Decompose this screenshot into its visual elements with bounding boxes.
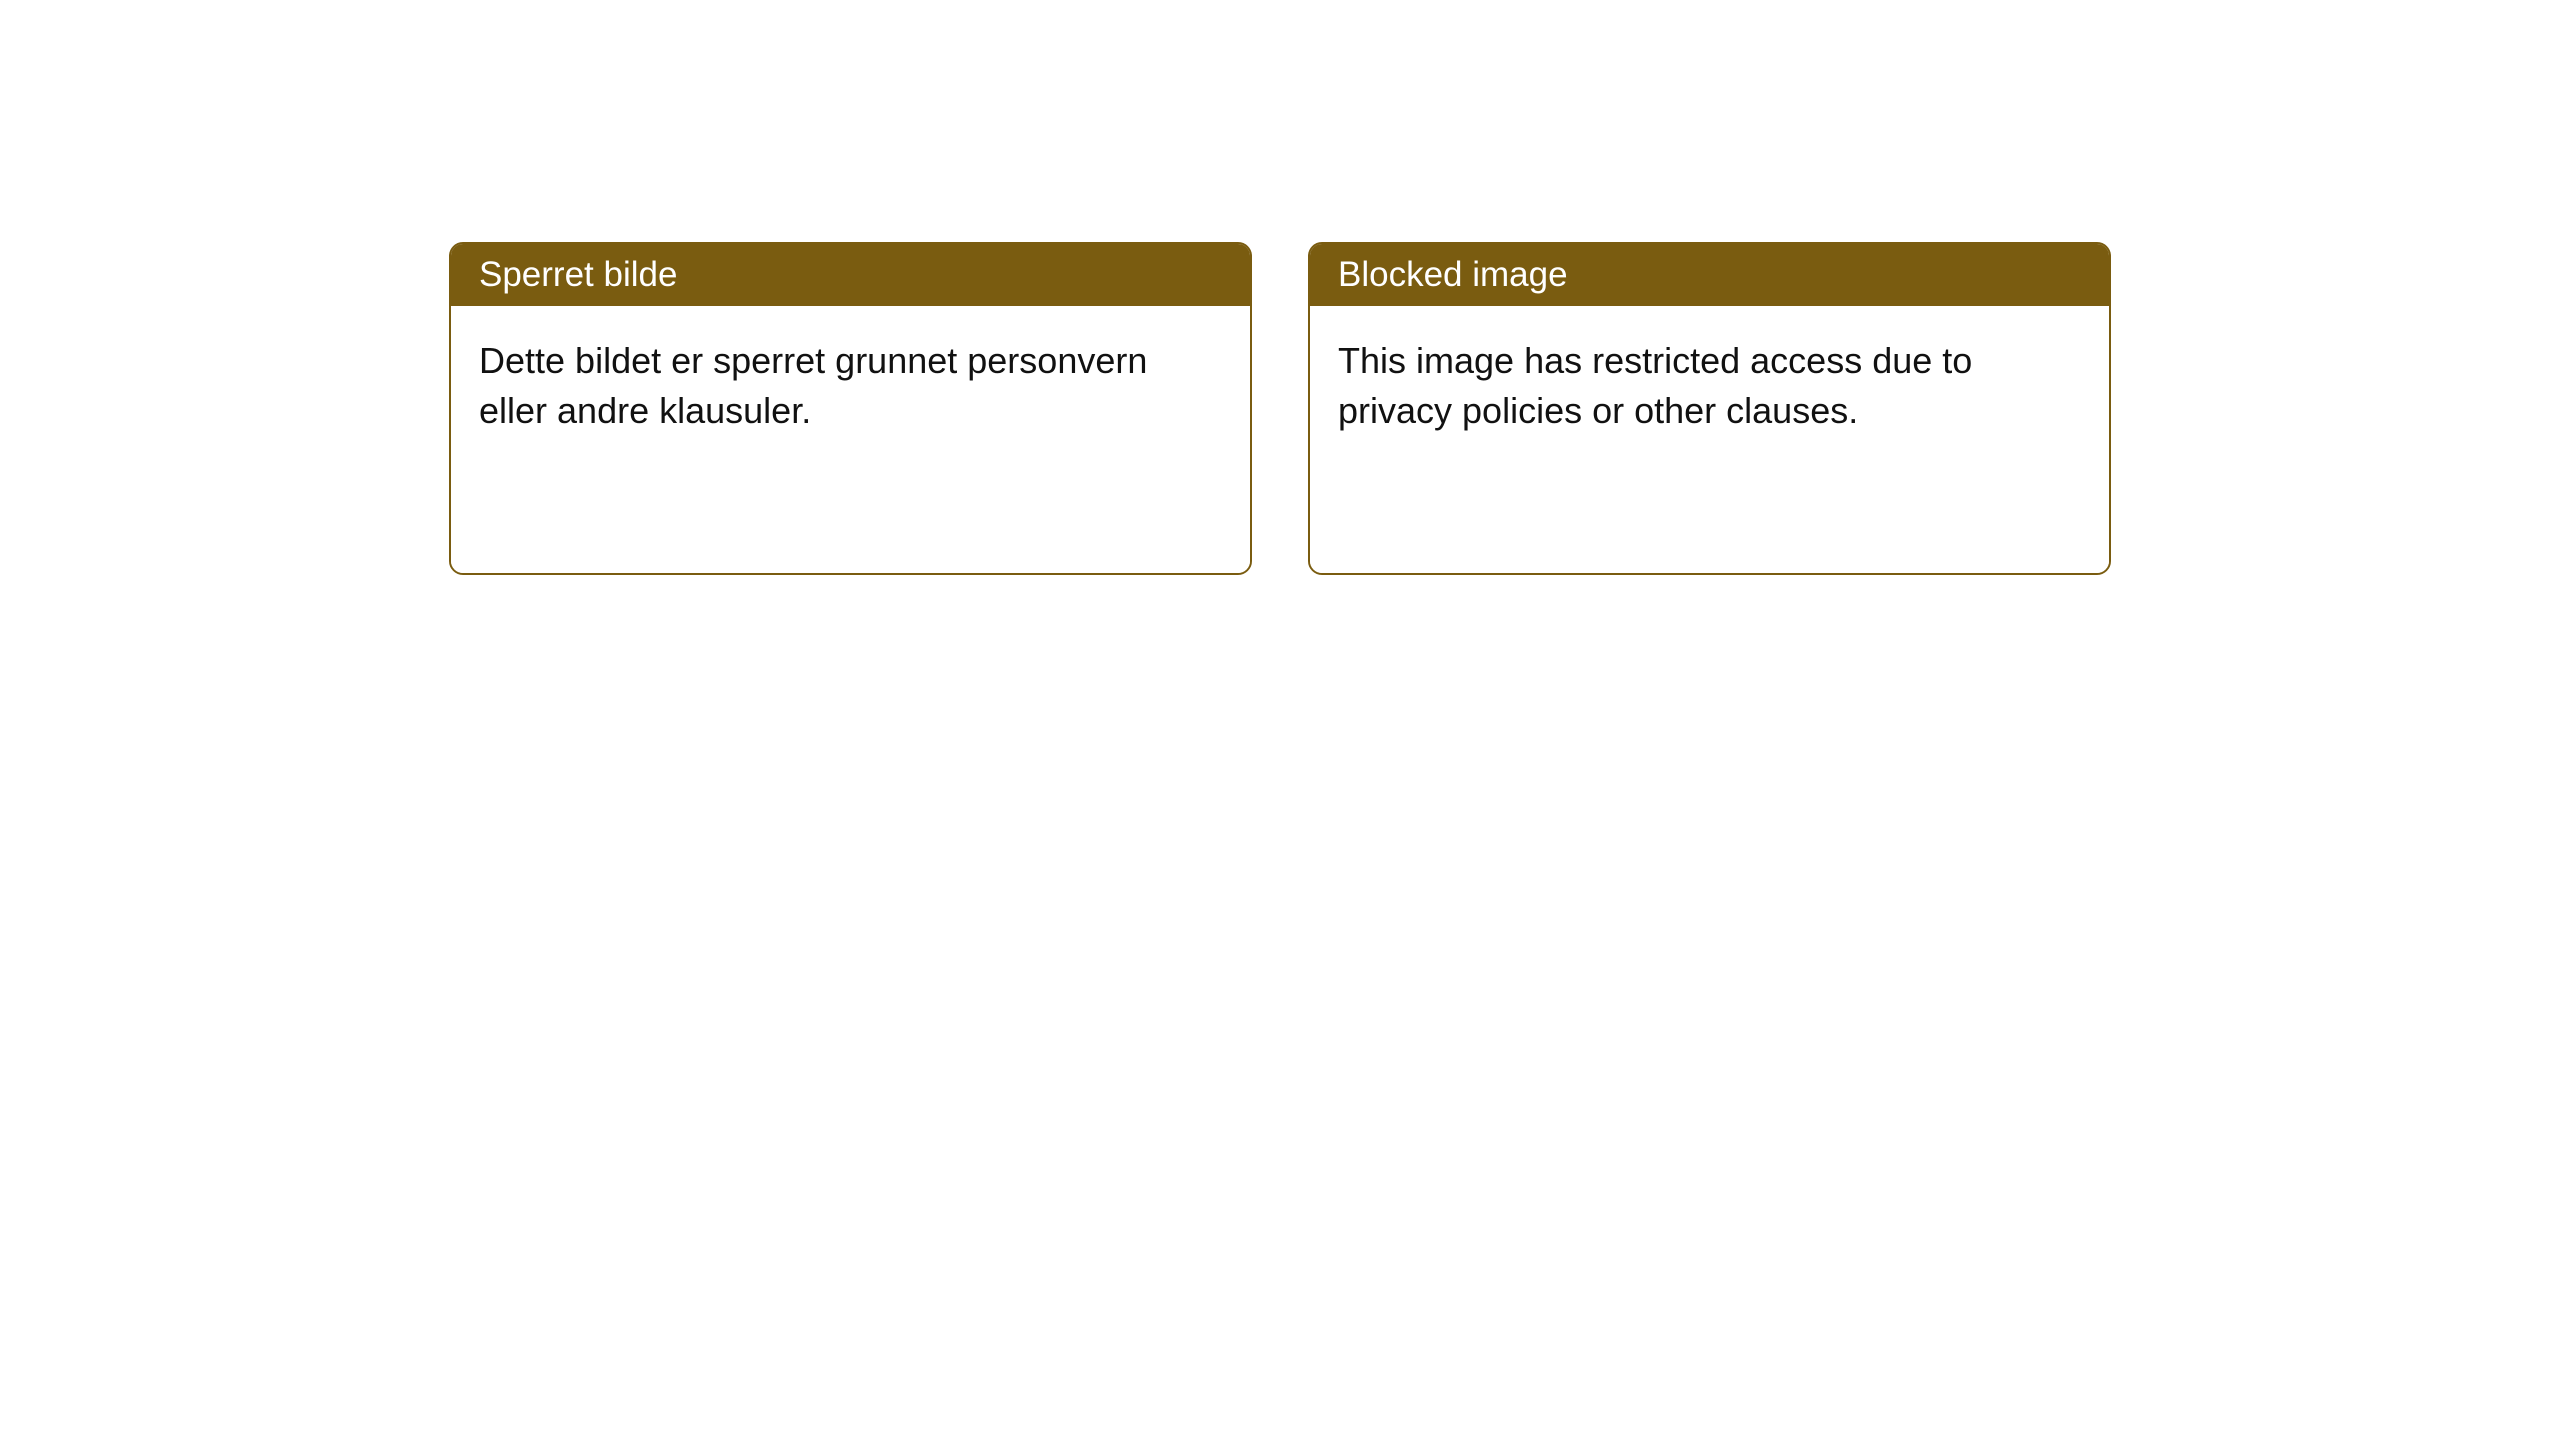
card-message-en: This image has restricted access due to … xyxy=(1338,340,1972,431)
card-body-no: Dette bildet er sperret grunnet personve… xyxy=(451,306,1250,573)
card-title-en: Blocked image xyxy=(1338,255,1568,294)
card-header-en: Blocked image xyxy=(1310,244,2109,306)
card-header-no: Sperret bilde xyxy=(451,244,1250,306)
blocked-image-card-en: Blocked image This image has restricted … xyxy=(1308,242,2111,575)
card-message-no: Dette bildet er sperret grunnet personve… xyxy=(479,340,1147,431)
blocked-image-card-no: Sperret bilde Dette bildet er sperret gr… xyxy=(449,242,1252,575)
blocked-image-notice-container: Sperret bilde Dette bildet er sperret gr… xyxy=(449,242,2111,575)
card-title-no: Sperret bilde xyxy=(479,255,677,294)
card-body-en: This image has restricted access due to … xyxy=(1310,306,2109,573)
